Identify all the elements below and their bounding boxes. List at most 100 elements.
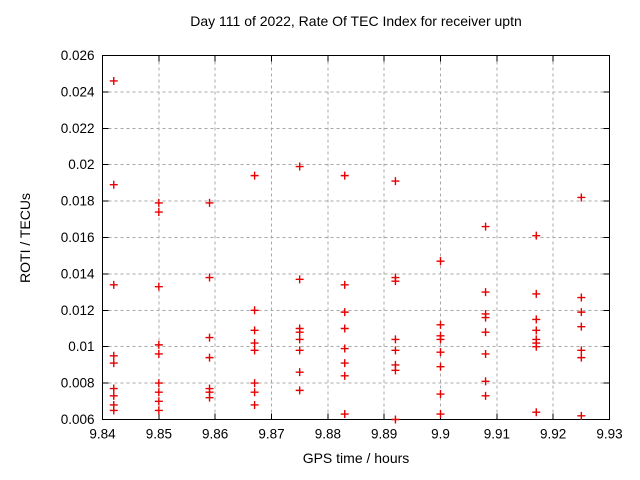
data-point-marker	[532, 289, 541, 298]
data-point-marker	[154, 198, 163, 207]
data-point-marker	[154, 208, 163, 217]
data-point-marker	[532, 315, 541, 324]
data-point-marker	[577, 193, 586, 202]
y-tick-label: 0.026	[61, 48, 95, 63]
data-point-marker	[481, 222, 490, 231]
data-point-marker	[295, 346, 304, 355]
data-point-marker	[340, 371, 349, 380]
x-tick-label: 9.87	[258, 427, 284, 442]
data-point-marker	[340, 410, 349, 419]
data-point-marker	[577, 411, 586, 420]
x-axis-label: GPS time / hours	[302, 450, 410, 466]
gridlines	[102, 55, 610, 420]
data-point-marker	[250, 388, 259, 397]
y-tick-label: 0.008	[61, 376, 95, 391]
data-point-marker	[577, 353, 586, 362]
data-point-marker	[436, 390, 445, 399]
data-point-marker	[391, 415, 400, 424]
data-point-marker	[109, 406, 118, 415]
data-point-marker	[250, 171, 259, 180]
y-tick-label: 0.022	[61, 121, 95, 136]
x-tick-label: 9.93	[596, 427, 622, 442]
data-point-marker	[391, 177, 400, 186]
data-point-marker	[577, 346, 586, 355]
data-point-marker	[391, 335, 400, 344]
data-point-marker	[481, 349, 490, 358]
data-point-marker	[340, 344, 349, 353]
y-tick-labels: 0.006 0.008 0.01 0.012 0.014 0.016 0.018 0.02 0.…	[61, 48, 95, 427]
data-point-marker	[250, 339, 259, 348]
data-point-marker	[391, 366, 400, 375]
data-point-marker	[295, 162, 304, 171]
data-point-marker	[109, 384, 118, 393]
data-point-marker	[109, 391, 118, 400]
data-point-marker	[481, 288, 490, 297]
y-tick-label: 0.01	[68, 339, 94, 354]
data-point-marker	[250, 346, 259, 355]
data-point-marker	[250, 326, 259, 335]
data-point-marker	[109, 280, 118, 289]
y-tick-label: 0.016	[61, 230, 95, 245]
data-point-marker	[436, 257, 445, 266]
data-point-marker	[154, 388, 163, 397]
data-point-marker	[340, 308, 349, 317]
data-point-marker	[205, 393, 214, 402]
data-point-marker	[436, 410, 445, 419]
y-tick-label: 0.02	[68, 157, 94, 172]
x-tick-label: 9.86	[202, 427, 228, 442]
data-point-marker	[109, 359, 118, 368]
y-tick-label: 0.012	[61, 303, 95, 318]
data-point-marker	[295, 275, 304, 284]
data-point-marker	[340, 359, 349, 368]
data-point-marker	[391, 277, 400, 286]
data-point-marker	[154, 397, 163, 406]
data-point-marker	[436, 348, 445, 357]
chart-title: Day 111 of 2022, Rate Of TEC Index for r…	[190, 13, 522, 29]
x-tick-label: 9.88	[315, 427, 341, 442]
data-point-marker	[109, 76, 118, 85]
x-tick-label: 9.89	[371, 427, 397, 442]
y-tick-label: 0.018	[61, 194, 95, 209]
data-point-marker	[109, 180, 118, 189]
data-point-marker	[481, 328, 490, 337]
data-point-marker	[577, 322, 586, 331]
data-point-marker	[109, 351, 118, 360]
data-points	[109, 76, 586, 424]
data-point-marker	[481, 377, 490, 386]
data-point-marker	[391, 346, 400, 355]
x-tick-label: 9.9	[431, 427, 450, 442]
data-point-marker	[532, 342, 541, 351]
tick-marks	[102, 55, 610, 420]
data-point-marker	[532, 231, 541, 240]
data-point-marker	[154, 340, 163, 349]
x-tick-label: 9.84	[89, 427, 116, 442]
y-tick-label: 0.014	[61, 266, 95, 281]
x-tick-label: 9.91	[484, 427, 510, 442]
data-point-marker	[205, 353, 214, 362]
data-point-marker	[154, 282, 163, 291]
data-point-marker	[250, 306, 259, 315]
data-point-marker	[250, 400, 259, 409]
data-point-marker	[436, 320, 445, 329]
data-point-marker	[295, 328, 304, 337]
y-tick-label: 0.024	[61, 84, 95, 99]
x-tick-label: 9.92	[540, 427, 566, 442]
data-point-marker	[205, 198, 214, 207]
data-point-marker	[481, 391, 490, 400]
data-point-marker	[154, 379, 163, 388]
x-tick-labels: 9.84 9.85 9.86 9.87 9.88 9.89 9.9 9.91 9.92 9.93	[89, 427, 622, 442]
data-point-marker	[295, 335, 304, 344]
data-point-marker	[154, 349, 163, 358]
data-point-marker	[436, 335, 445, 344]
data-point-marker	[532, 408, 541, 417]
data-point-marker	[295, 386, 304, 395]
y-tick-label: 0.006	[61, 412, 95, 427]
data-point-marker	[340, 324, 349, 333]
data-point-marker	[295, 368, 304, 377]
data-point-marker	[481, 313, 490, 322]
data-point-marker	[436, 362, 445, 371]
data-point-marker	[154, 406, 163, 415]
data-point-marker	[340, 171, 349, 180]
